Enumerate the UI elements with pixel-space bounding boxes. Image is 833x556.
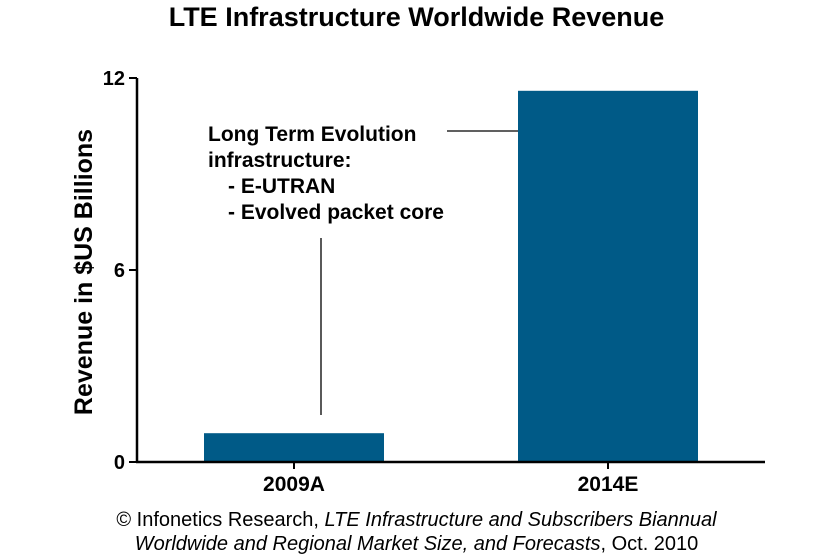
annotation-bullet-1: - E-UTRAN — [228, 175, 336, 198]
annotation-line-1: Long Term Evolution — [208, 123, 417, 146]
y-tick-label-6: 6 — [114, 260, 125, 282]
bar-2014E — [518, 90, 698, 463]
source-prefix: © Infonetics Research, — [116, 509, 325, 531]
source-suffix: , Oct. 2010 — [600, 533, 699, 555]
source-title-line-1: LTE Infrastructure and Subscribers Biann… — [324, 509, 717, 531]
x-tick-label-2014E: 2014E — [578, 473, 639, 496]
y-tick-label-0: 0 — [114, 452, 125, 474]
y-tick-label-12: 12 — [103, 68, 125, 90]
bar-2009A — [204, 433, 384, 462]
y-axis-label: Revenue in $US Billions — [70, 129, 98, 415]
chart-title: LTE Infrastructure Worldwide Revenue — [168, 2, 665, 32]
annotation-bullet-2: - Evolved packet core — [228, 201, 444, 224]
source-note: © Infonetics Research, LTE Infrastructur… — [0, 508, 833, 556]
chart-annotation: Long Term Evolution infrastructure: - E-… — [208, 122, 444, 226]
source-title-line-2: Worldwide and Regional Market Size, and … — [134, 533, 601, 555]
x-tick-label-2009A: 2009A — [263, 473, 325, 496]
annotation-line-2: infrastructure: — [208, 149, 352, 172]
